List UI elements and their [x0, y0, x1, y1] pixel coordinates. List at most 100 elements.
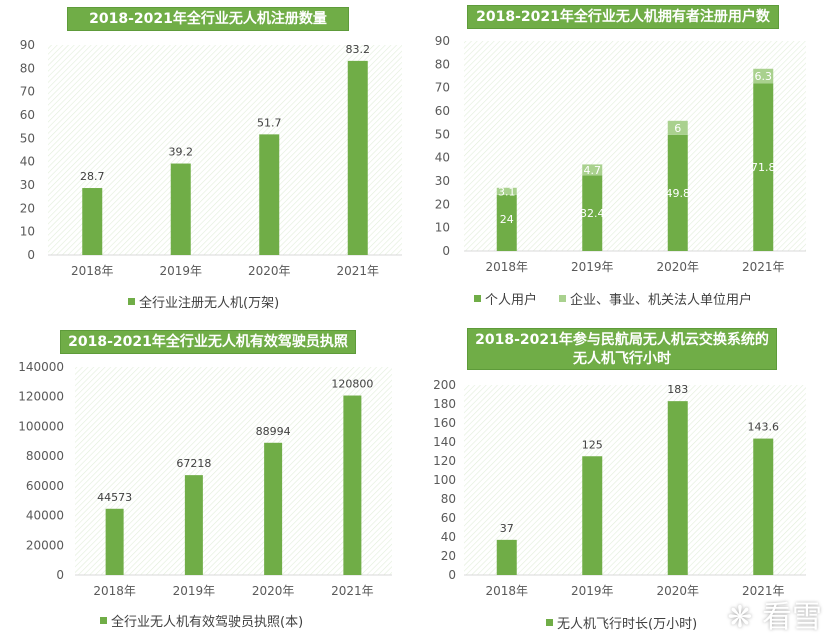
plot-area — [75, 367, 392, 575]
data-label: 51.7 — [257, 116, 282, 129]
chart-title: 2018-2021年全行业无人机有效驾驶员执照 — [60, 330, 356, 354]
data-label: 143.6 — [748, 421, 780, 434]
x-tick-label: 2020年 — [656, 260, 699, 274]
y-tick-label: 60000 — [26, 479, 64, 493]
chart-legend: 无人机飞行时长(万小时) — [546, 613, 697, 632]
x-tick-label: 2018年 — [485, 584, 528, 598]
y-tick-label: 70 — [435, 81, 450, 95]
y-tick-label: 80 — [441, 492, 456, 506]
bar — [496, 539, 517, 575]
bar — [82, 188, 103, 255]
bar — [343, 395, 362, 575]
bar — [667, 401, 688, 575]
y-tick-label: 0 — [56, 568, 64, 582]
legend-swatch — [474, 295, 481, 302]
y-tick-label: 0 — [27, 248, 35, 262]
x-tick-label: 2018年 — [93, 584, 136, 598]
y-tick-label: 80 — [435, 57, 450, 71]
data-label: 71.8 — [751, 161, 776, 174]
chart-panel-flight-hours: 2018-2021年参与民航局无人机云交换系统的 无人机飞行小时 0 20 40 60… — [416, 319, 832, 638]
y-tick-label: 10 — [20, 225, 35, 239]
x-tick-label: 2020年 — [656, 584, 699, 598]
data-label: 39.2 — [169, 146, 194, 159]
x-tick-label: 2019年 — [159, 264, 202, 278]
legend-label: 全行业无人机有效驾驶员执照(本) — [111, 615, 304, 630]
y-tick-label: 40 — [20, 155, 35, 169]
data-label: 4.7 — [584, 164, 602, 177]
chart-panel-pilot-licenses: 2018-2021年全行业无人机有效驾驶员执照 0 20000 40000 60000… — [0, 319, 416, 638]
x-tick-label: 2019年 — [571, 260, 614, 274]
y-tick-label: 30 — [435, 174, 450, 188]
data-label: 24 — [500, 213, 514, 226]
bar — [496, 187, 517, 195]
data-label: 3.1 — [498, 185, 516, 198]
chart-title: 2018-2021年全行业无人机拥有者注册用户数 — [467, 5, 779, 29]
data-label: 49.8 — [666, 187, 691, 200]
x-tick-label: 2021年 — [336, 264, 379, 278]
data-label: 67218 — [176, 457, 211, 470]
data-label: 6 — [674, 122, 681, 135]
bar — [667, 120, 688, 135]
bar — [170, 163, 191, 255]
x-tick-label: 2018年 — [485, 260, 528, 274]
chart-plot: 0 10 20 30 40 50 60 70 80 90 2018年 28.7 2019年 39.2 202… — [20, 38, 402, 278]
y-tick-label: 20 — [435, 197, 450, 211]
y-tick-label: 90 — [435, 34, 450, 48]
y-tick-label: 140000 — [18, 360, 64, 374]
chart-legend: 全行业注册无人机(万架) — [128, 292, 279, 311]
data-label: 125 — [582, 438, 603, 451]
data-label: 183 — [667, 383, 688, 396]
chart-title-line: 2018-2021年参与民航局无人机云交换系统的 — [475, 332, 769, 348]
data-label: 44573 — [97, 491, 132, 504]
bar — [753, 438, 774, 575]
x-tick-label: 2021年 — [742, 584, 785, 598]
data-label: 32.4 — [580, 207, 605, 220]
chart-title: 2018-2021年全行业无人机注册数量 — [67, 7, 349, 31]
chart-title-line: 无人机飞行小时 — [573, 351, 671, 367]
y-tick-label: 180 — [433, 397, 456, 411]
data-label: 28.7 — [80, 170, 105, 183]
chart-panel-registered-drones: 2018-2021年全行业无人机注册数量 0 10 20 30 40 50 60 70 80 90… — [0, 0, 416, 319]
y-tick-label: 60 — [441, 511, 456, 525]
y-tick-label: 80000 — [26, 449, 64, 463]
data-label: 6.3 — [755, 70, 773, 83]
y-tick-label: 0 — [442, 244, 450, 258]
bar — [753, 83, 774, 251]
x-tick-label: 2019年 — [571, 584, 614, 598]
y-tick-label: 80 — [20, 61, 35, 75]
bar — [184, 475, 203, 575]
y-tick-label: 200 — [433, 378, 456, 392]
y-tick-label: 120 — [433, 454, 456, 468]
y-tick-label: 50 — [435, 127, 450, 141]
y-tick-label: 50 — [20, 131, 35, 145]
y-tick-label: 60 — [20, 108, 35, 122]
chart-legend: 全行业无人机有效驾驶员执照(本) — [100, 611, 303, 630]
chart-plot: 0 20000 40000 60000 80000 100000 120000 140000 2… — [18, 360, 392, 598]
y-tick-label: 20 — [20, 201, 35, 215]
x-tick-label: 2021年 — [742, 260, 785, 274]
y-tick-label: 120000 — [18, 390, 64, 404]
bar — [259, 134, 280, 255]
x-tick-label: 2020年 — [252, 584, 295, 598]
y-tick-label: 30 — [20, 178, 35, 192]
x-tick-label: 2018年 — [71, 264, 114, 278]
y-tick-label: 100000 — [18, 419, 64, 433]
y-tick-label: 0 — [448, 568, 456, 582]
data-label: 88994 — [256, 425, 291, 438]
watermark: ❋ 看雪 — [727, 600, 822, 635]
bar — [264, 442, 283, 575]
legend-swatch — [546, 619, 553, 626]
legend-label: 个人用户 — [485, 293, 538, 308]
legend-label: 全行业注册无人机(万架) — [139, 296, 280, 311]
y-tick-label: 90 — [20, 38, 35, 52]
legend-swatch — [100, 617, 107, 624]
x-tick-label: 2021年 — [331, 584, 374, 598]
data-label: 83.2 — [346, 43, 371, 56]
y-tick-label: 100 — [433, 473, 456, 487]
plot-area — [464, 385, 806, 575]
bar — [582, 164, 603, 176]
y-tick-label: 20 — [441, 549, 456, 563]
y-tick-label: 160 — [433, 416, 456, 430]
plot-area — [48, 45, 402, 255]
chart-plot: 0 10 20 30 40 50 60 70 80 90 2018年 24 3.1 2019年 32.4 4.… — [435, 34, 806, 274]
